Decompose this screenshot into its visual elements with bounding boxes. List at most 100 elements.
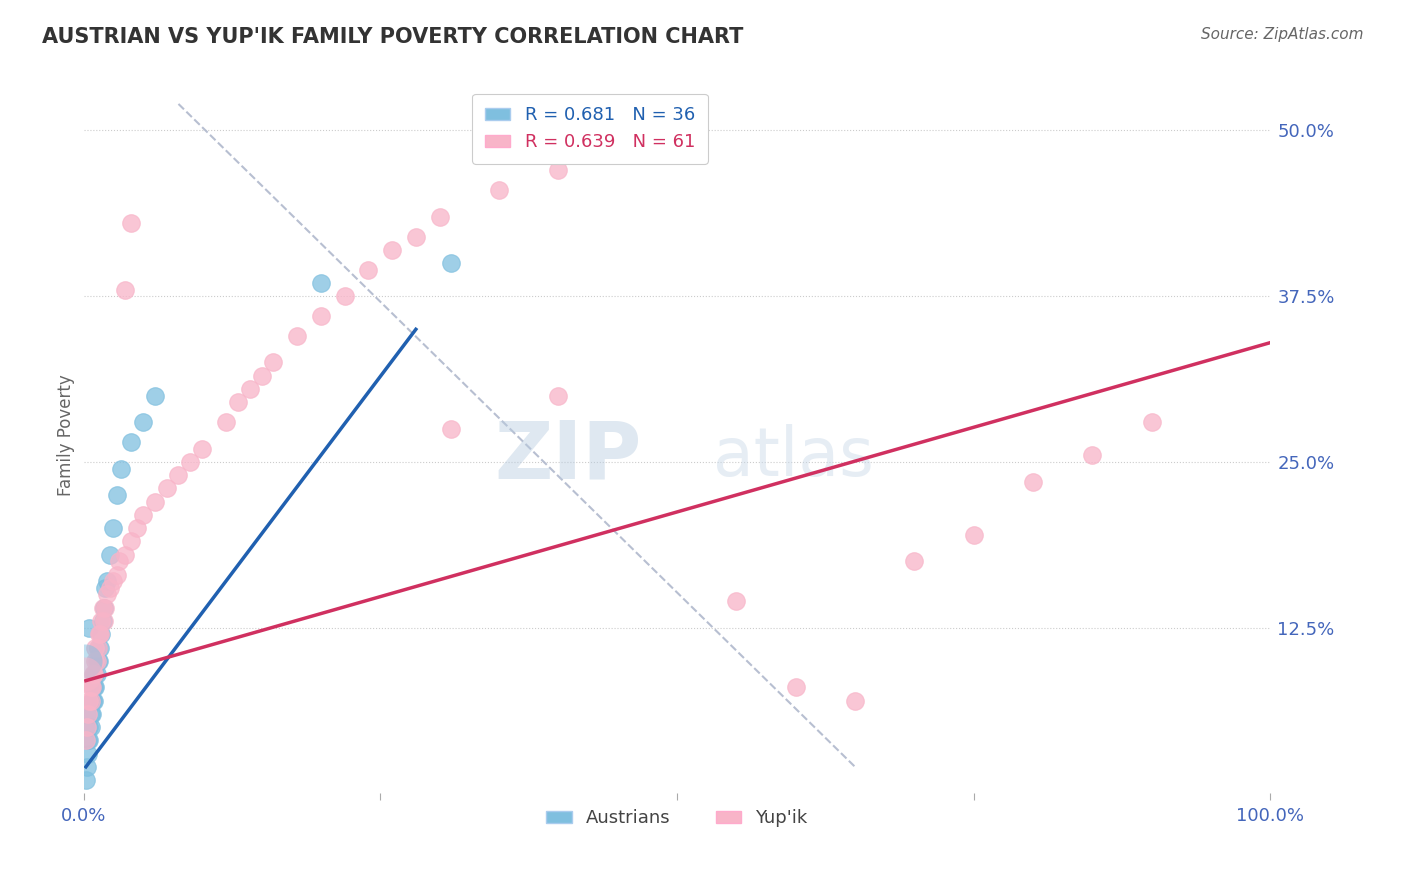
Point (309, 276, 332, 290)
Point (79, 693, 101, 707)
Point (84, 640, 107, 655)
Point (239, 382, 262, 396)
Point (903, 554, 925, 568)
Point (93, 614, 115, 628)
Point (488, 183, 510, 197)
Point (73, 667, 96, 681)
Point (114, 548, 136, 562)
Point (79, 693, 101, 707)
Point (1081, 448, 1104, 462)
Point (77, 733, 100, 747)
Point (91, 614, 114, 628)
Point (963, 528, 986, 542)
Point (725, 594, 748, 608)
Point (79, 720, 101, 734)
Legend: Austrians, Yup'ik: Austrians, Yup'ik (538, 802, 815, 834)
Point (844, 693, 866, 707)
Point (79, 706, 101, 721)
Point (82, 681, 104, 695)
Point (89, 640, 111, 655)
Point (215, 415, 238, 429)
Point (785, 681, 807, 695)
Point (132, 415, 155, 429)
Point (98, 548, 121, 562)
Point (105, 488, 128, 502)
Point (262, 355, 284, 369)
Point (87, 654, 110, 668)
Point (440, 256, 463, 270)
Point (108, 554, 131, 568)
Point (79, 733, 101, 747)
Point (87, 640, 110, 655)
Point (110, 461, 132, 475)
Point (87, 654, 110, 668)
Point (84, 654, 107, 668)
Point (103, 574, 125, 589)
Point (80, 706, 103, 721)
Point (94, 600, 117, 615)
Point (120, 435, 142, 450)
Point (179, 455, 201, 469)
Point (103, 521, 125, 535)
Point (132, 508, 155, 522)
Point (80, 681, 103, 695)
Point (90, 614, 112, 628)
Point (79, 720, 101, 734)
Point (86, 667, 108, 681)
Point (77, 706, 100, 721)
Point (547, 389, 569, 403)
Point (82, 693, 104, 707)
Point (191, 442, 214, 456)
Point (93, 600, 115, 615)
Point (167, 468, 190, 483)
Point (96, 587, 118, 601)
Point (89, 627, 111, 641)
Point (86, 654, 108, 668)
Point (83, 693, 105, 707)
Point (309, 309, 332, 323)
Point (87, 627, 110, 641)
Text: atlas: atlas (713, 424, 873, 490)
Point (547, 163, 569, 178)
Point (143, 494, 166, 508)
Point (155, 482, 177, 496)
Point (83, 667, 105, 681)
Point (429, 210, 451, 224)
Point (79, 681, 101, 695)
Point (75, 773, 97, 788)
Point (91, 600, 114, 615)
Point (98, 581, 121, 595)
Point (73, 654, 96, 668)
Point (96, 574, 118, 589)
Point (90, 627, 112, 641)
Point (440, 422, 463, 436)
Point (84, 667, 107, 681)
Point (1140, 415, 1163, 429)
Point (1022, 475, 1045, 489)
Point (405, 229, 427, 244)
Point (77, 747, 100, 761)
Point (105, 567, 128, 582)
Point (250, 368, 273, 383)
Point (75, 733, 97, 747)
Point (80, 693, 103, 707)
Point (381, 243, 404, 257)
Point (83, 681, 105, 695)
Point (120, 216, 142, 230)
Text: ZIP: ZIP (494, 417, 641, 496)
Point (82, 667, 104, 681)
Point (333, 289, 356, 303)
Point (84, 681, 107, 695)
Point (125, 521, 148, 535)
Y-axis label: Family Poverty: Family Poverty (58, 375, 75, 496)
Point (665, 123, 688, 137)
Text: Source: ZipAtlas.com: Source: ZipAtlas.com (1201, 27, 1364, 42)
Text: AUSTRIAN VS YUP'IK FAMILY POVERTY CORRELATION CHART: AUSTRIAN VS YUP'IK FAMILY POVERTY CORREL… (42, 27, 744, 46)
Point (114, 283, 136, 297)
Point (226, 395, 249, 409)
Point (285, 329, 308, 343)
Point (606, 136, 628, 151)
Point (143, 389, 166, 403)
Point (357, 262, 380, 277)
Point (76, 720, 98, 734)
